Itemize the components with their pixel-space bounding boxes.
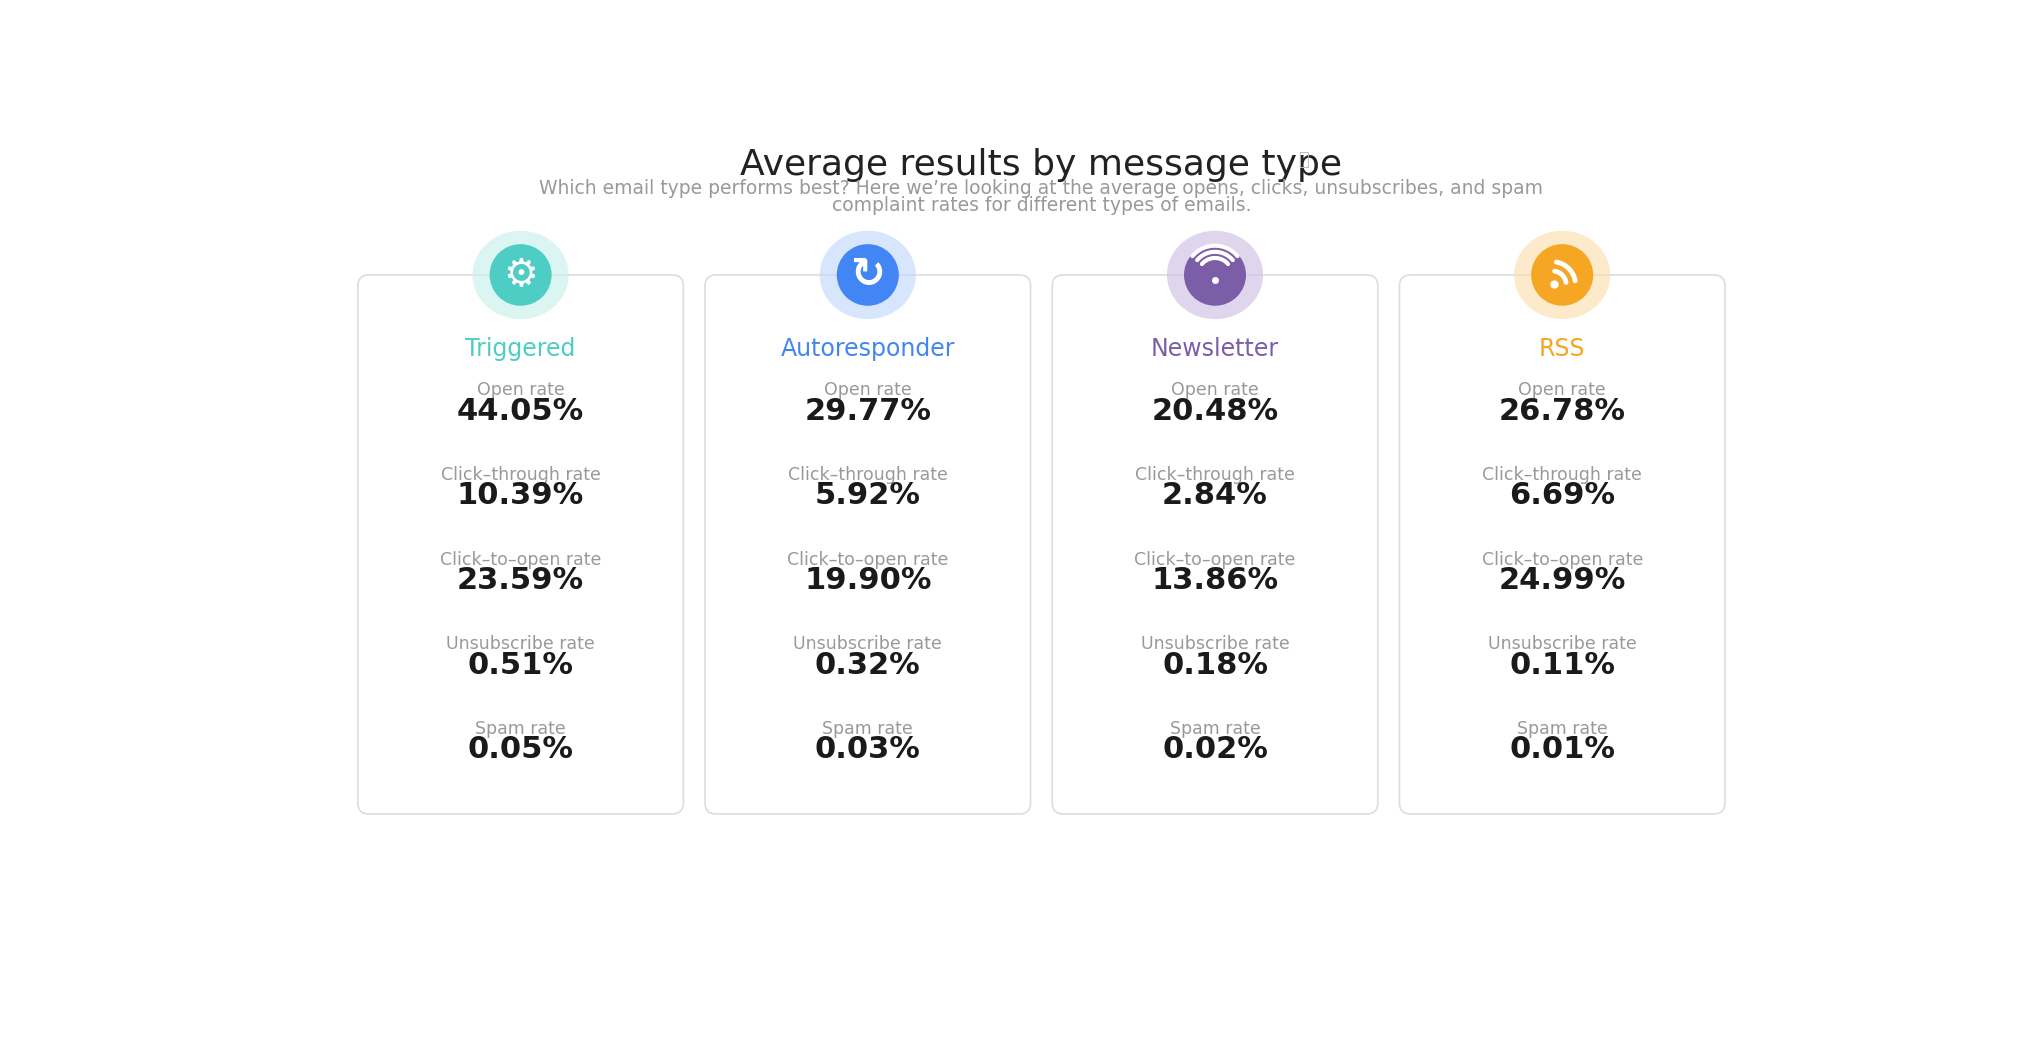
Text: RSS: RSS	[1538, 337, 1585, 361]
Text: 20.48%: 20.48%	[1152, 396, 1278, 425]
Text: Click–through rate: Click–through rate	[788, 466, 947, 484]
Text: 13.86%: 13.86%	[1152, 566, 1278, 595]
Text: 0.11%: 0.11%	[1510, 651, 1615, 680]
FancyBboxPatch shape	[1053, 275, 1378, 814]
Text: Unsubscribe rate: Unsubscribe rate	[792, 635, 943, 653]
Ellipse shape	[1514, 231, 1609, 319]
Text: 0.02%: 0.02%	[1162, 735, 1268, 764]
Text: 26.78%: 26.78%	[1500, 396, 1626, 425]
Text: 5.92%: 5.92%	[815, 482, 920, 511]
Text: 0.05%: 0.05%	[467, 735, 573, 764]
Text: Triggered: Triggered	[465, 337, 575, 361]
Circle shape	[837, 244, 898, 306]
Text: 0.03%: 0.03%	[815, 735, 920, 764]
Text: 24.99%: 24.99%	[1498, 566, 1626, 595]
Text: Spam rate: Spam rate	[823, 720, 912, 738]
Circle shape	[490, 244, 551, 306]
Text: complaint rates for different types of emails.: complaint rates for different types of e…	[831, 196, 1252, 214]
Text: Click–through rate: Click–through rate	[441, 466, 601, 484]
Text: Unsubscribe rate: Unsubscribe rate	[1487, 635, 1636, 653]
Circle shape	[1185, 244, 1246, 306]
Text: ⚙: ⚙	[504, 256, 538, 294]
Ellipse shape	[1166, 231, 1264, 319]
Text: Open rate: Open rate	[823, 382, 912, 399]
Text: Autoresponder: Autoresponder	[780, 337, 955, 361]
Text: Click–to–open rate: Click–to–open rate	[1134, 550, 1296, 569]
Text: 19.90%: 19.90%	[805, 566, 931, 595]
Text: Spam rate: Spam rate	[475, 720, 567, 738]
Text: 6.69%: 6.69%	[1510, 482, 1615, 511]
Text: 44.05%: 44.05%	[457, 396, 585, 425]
Text: Open rate: Open rate	[1170, 382, 1260, 399]
Text: Click–through rate: Click–through rate	[1481, 466, 1642, 484]
Text: Open rate: Open rate	[1518, 382, 1605, 399]
Text: Open rate: Open rate	[478, 382, 565, 399]
Text: ↻: ↻	[849, 254, 886, 296]
Text: 10.39%: 10.39%	[457, 482, 585, 511]
Text: Click–through rate: Click–through rate	[1136, 466, 1294, 484]
Text: Unsubscribe rate: Unsubscribe rate	[1140, 635, 1290, 653]
Ellipse shape	[473, 231, 569, 319]
FancyBboxPatch shape	[358, 275, 683, 814]
Text: Average results by message type: Average results by message type	[740, 148, 1343, 182]
Text: Spam rate: Spam rate	[1516, 720, 1607, 738]
Text: 0.01%: 0.01%	[1510, 735, 1615, 764]
FancyBboxPatch shape	[705, 275, 1030, 814]
Circle shape	[1532, 244, 1593, 306]
Text: 0.32%: 0.32%	[815, 651, 920, 680]
Text: Which email type performs best? Here we’re looking at the average opens, clicks,: Which email type performs best? Here we’…	[538, 179, 1544, 198]
Text: Click–to–open rate: Click–to–open rate	[786, 550, 949, 569]
Text: 23.59%: 23.59%	[457, 566, 583, 595]
Text: Click–to–open rate: Click–to–open rate	[439, 550, 601, 569]
Text: 29.77%: 29.77%	[805, 396, 931, 425]
Text: ⚿: ⚿	[1298, 151, 1309, 168]
Text: Unsubscribe rate: Unsubscribe rate	[447, 635, 595, 653]
Text: 0.18%: 0.18%	[1162, 651, 1268, 680]
Text: 0.51%: 0.51%	[467, 651, 573, 680]
Text: Spam rate: Spam rate	[1170, 720, 1260, 738]
FancyBboxPatch shape	[1400, 275, 1725, 814]
Ellipse shape	[819, 231, 916, 319]
Text: Newsletter: Newsletter	[1150, 337, 1278, 361]
Text: 2.84%: 2.84%	[1162, 482, 1268, 511]
Text: Click–to–open rate: Click–to–open rate	[1481, 550, 1644, 569]
